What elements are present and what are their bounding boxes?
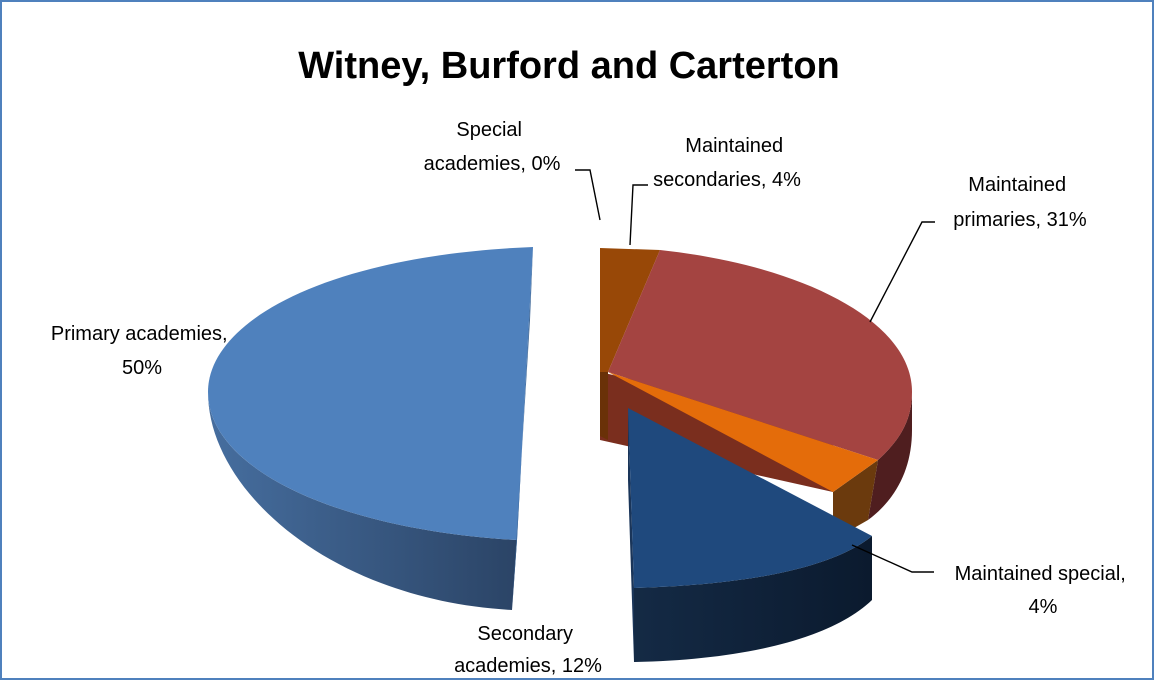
label-maintained-secondaries-line2: secondaries, 4% (653, 169, 801, 191)
label-secondary-academies: Secondary academies, 12% (454, 623, 602, 677)
label-special-academies-line2: academies, 0% (424, 153, 561, 175)
leader-maintained-primaries (869, 221, 935, 323)
slice-maintained-special-top (608, 372, 878, 492)
label-secondary-academies-line2: academies, 12% (454, 655, 602, 677)
label-maintained-special-line1: Maintained special, (955, 563, 1126, 585)
label-maintained-primaries-line2: primaries, 31% (953, 209, 1087, 231)
label-maintained-primaries-line1: Maintained (968, 174, 1066, 196)
slice-secondary-academies-side (634, 536, 872, 662)
slice-maintained-secondaries-top (600, 248, 660, 372)
slice-primary-academies (208, 247, 533, 610)
chart-title: Witney, Burford and Carterton (298, 45, 840, 87)
slice-maintained-primaries-wall (600, 372, 833, 492)
slice-primary-academies-top (208, 247, 533, 540)
slice-maintained-primaries-top (608, 250, 912, 460)
slice-maintained-special (608, 372, 878, 540)
slice-secondary-academies (628, 408, 872, 662)
leader-maintained-special (851, 544, 934, 573)
slice-maintained-special-side (833, 460, 878, 540)
slice-maintained-primaries (608, 250, 912, 520)
label-maintained-special: Maintained special, 4% (955, 563, 1132, 618)
label-primary-academies-line1: Primary academies, (51, 323, 228, 345)
slice-secondary-academies-top (628, 408, 872, 588)
label-maintained-secondaries-line1: Maintained (685, 135, 783, 157)
label-special-academies-line1: Special (456, 119, 522, 141)
slice-maintained-secondaries (600, 248, 660, 440)
slice-primary-academies-side (208, 392, 517, 610)
label-special-academies: Special academies, 0% (424, 119, 561, 175)
label-secondary-academies-line1: Secondary (477, 623, 573, 645)
label-maintained-secondaries: Maintained secondaries, 4% (653, 135, 801, 191)
leader-special-academies (575, 169, 601, 221)
label-primary-academies-line2: 50% (122, 357, 162, 379)
label-maintained-special-line2: 4% (1029, 596, 1058, 618)
slice-secondary-academies-wall (628, 408, 634, 662)
label-primary-academies: Primary academies, 50% (51, 323, 233, 379)
leader-maintained-secondaries (629, 184, 648, 246)
label-maintained-primaries: Maintained primaries, 31% (953, 174, 1087, 231)
slice-maintained-primaries-side (868, 392, 912, 520)
